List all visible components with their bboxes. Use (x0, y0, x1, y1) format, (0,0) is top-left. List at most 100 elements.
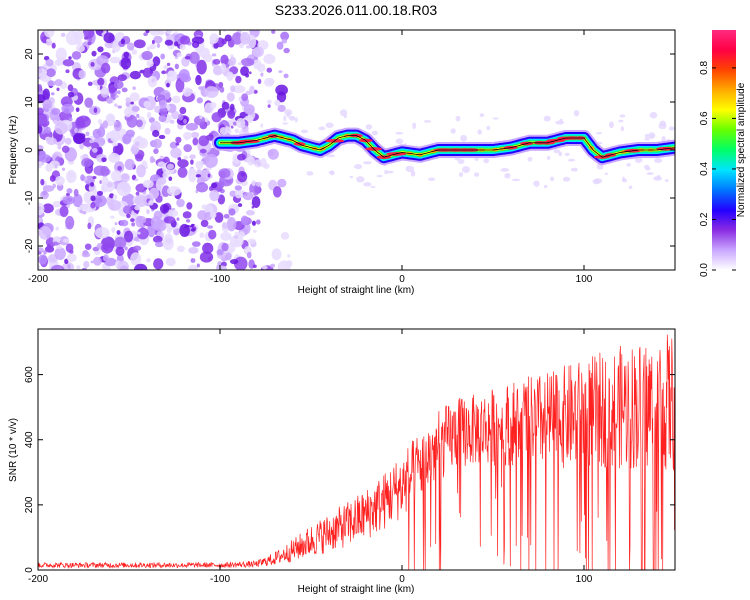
noise-blob (54, 79, 63, 87)
noise-blob (142, 179, 154, 189)
x-tick-label: 100 (576, 574, 593, 585)
colorbar-ticks: 0.0 0.2 0.4 0.6 0.8 (699, 61, 736, 277)
noise-blob (52, 200, 62, 208)
noise-blob (94, 227, 110, 239)
y-tick-label: 0 (24, 147, 35, 153)
noise-blob (68, 56, 72, 60)
noise-blob (235, 75, 242, 84)
noise-blob-faint (622, 178, 628, 183)
noise-blob (71, 50, 82, 60)
noise-blob (75, 107, 80, 113)
noise-blob (40, 178, 45, 186)
noise-blob-faint (620, 126, 625, 132)
noise-blob (188, 264, 198, 270)
noise-blob (116, 230, 121, 235)
noise-blob (154, 105, 162, 114)
noise-blob (199, 232, 205, 239)
noise-blob (124, 107, 132, 118)
noise-blob (164, 127, 171, 135)
noise-blob (113, 120, 122, 132)
noise-blob (38, 125, 43, 134)
noise-blob (123, 51, 130, 58)
noise-blob (182, 87, 193, 97)
noise-blob-faint (634, 156, 643, 164)
noise-blob-faint (558, 151, 563, 157)
noise-blob (229, 56, 237, 66)
noise-blob-faint (628, 185, 633, 190)
noise-blob (152, 235, 163, 243)
noise-blob (46, 38, 52, 42)
noise-blob (97, 46, 104, 53)
noise-blob (190, 228, 196, 232)
noise-blob (90, 195, 96, 202)
noise-blob (67, 84, 74, 92)
noise-blob-faint (626, 162, 631, 167)
noise-blob (134, 263, 148, 270)
noise-blob (242, 192, 254, 201)
noise-blob (129, 70, 141, 80)
noise-blob (119, 219, 129, 227)
noise-blob (183, 144, 192, 153)
noise-blob (108, 114, 116, 123)
noise-blob (196, 263, 200, 268)
noise-blob (257, 78, 262, 85)
snr-frame (37, 328, 676, 571)
noise-blob-faint (282, 122, 289, 125)
noise-blob (270, 263, 276, 268)
noise-blob (185, 122, 199, 131)
noise-blob (151, 39, 155, 45)
noise-blob (232, 85, 246, 94)
noise-blob-faint (354, 164, 363, 170)
noise-blob (221, 101, 230, 110)
noise-blob (245, 73, 250, 78)
noise-blob (150, 120, 161, 134)
noise-blob-faint (644, 133, 650, 138)
noise-blob (126, 213, 131, 219)
noise-blob (43, 30, 55, 38)
noise-blob-faint (328, 170, 334, 175)
noise-blob (256, 63, 266, 73)
noise-blob-faint (661, 136, 666, 142)
noise-blob (135, 191, 140, 196)
noise-blob (170, 147, 182, 159)
noise-blob (193, 115, 206, 126)
noise-blob-faint (405, 165, 415, 173)
y-tick-label: 0 (24, 567, 35, 573)
noise-blob (81, 267, 87, 270)
noise-blob-faint (455, 115, 461, 122)
noise-blob (151, 158, 156, 163)
noise-blob-faint (286, 110, 291, 118)
noise-blob (85, 131, 90, 137)
noise-blob (99, 180, 102, 184)
noise-blob-faint (458, 172, 464, 178)
noise-blob (38, 217, 42, 223)
x-tick-label: -100 (210, 574, 230, 585)
noise-blob (87, 222, 92, 230)
noise-blob (129, 92, 140, 102)
noise-blob (189, 51, 200, 64)
noise-blob (266, 99, 272, 105)
noise-blob (221, 242, 229, 252)
colorbar-label: Normalized spectral amplitude (736, 82, 747, 217)
noise-blob (158, 134, 166, 140)
noise-blob (155, 241, 164, 248)
noise-blob (57, 144, 62, 150)
noise-blob-faint (395, 131, 404, 135)
noise-blob (178, 68, 190, 81)
noise-blob (170, 208, 176, 211)
spectrogram-x-label: Height of straight line (km) (298, 285, 415, 296)
noise-blob-faint (504, 172, 511, 179)
noise-blob-faint (543, 184, 548, 189)
noise-blob (126, 114, 138, 128)
noise-blob (150, 216, 162, 230)
noise-blob (200, 219, 209, 228)
noise-blob (123, 230, 134, 243)
noise-blob (168, 176, 173, 181)
noise-blob (219, 127, 228, 135)
noise-blob (240, 32, 251, 45)
noise-blob-faint (370, 185, 376, 189)
noise-blob (126, 42, 135, 51)
noise-blob (69, 250, 74, 254)
noise-blob (80, 174, 85, 182)
noise-blob (221, 222, 229, 229)
